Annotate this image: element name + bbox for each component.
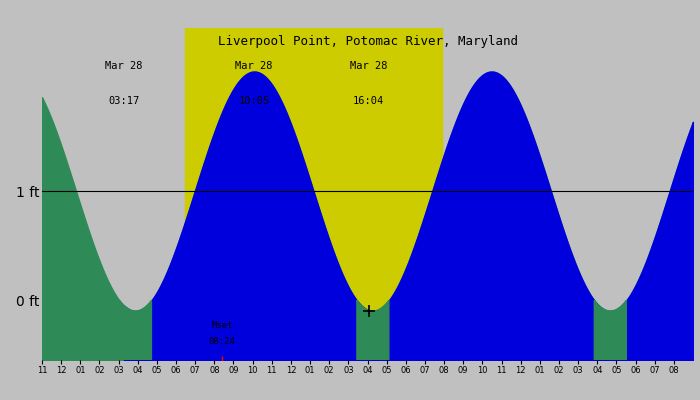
Text: Mar 28: Mar 28: [350, 61, 388, 71]
Text: 10:05: 10:05: [239, 96, 270, 106]
Text: Mar 28: Mar 28: [105, 61, 143, 71]
Text: 16:04: 16:04: [354, 96, 384, 106]
Bar: [185, 28, 442, 360]
Text: Mset: Mset: [211, 320, 232, 330]
Text: 08:24: 08:24: [209, 337, 235, 346]
Text: 03:17: 03:17: [108, 96, 139, 106]
Text: Mar 28: Mar 28: [235, 61, 273, 71]
Text: Liverpool Point, Potomac River, Maryland: Liverpool Point, Potomac River, Maryland: [218, 35, 517, 48]
